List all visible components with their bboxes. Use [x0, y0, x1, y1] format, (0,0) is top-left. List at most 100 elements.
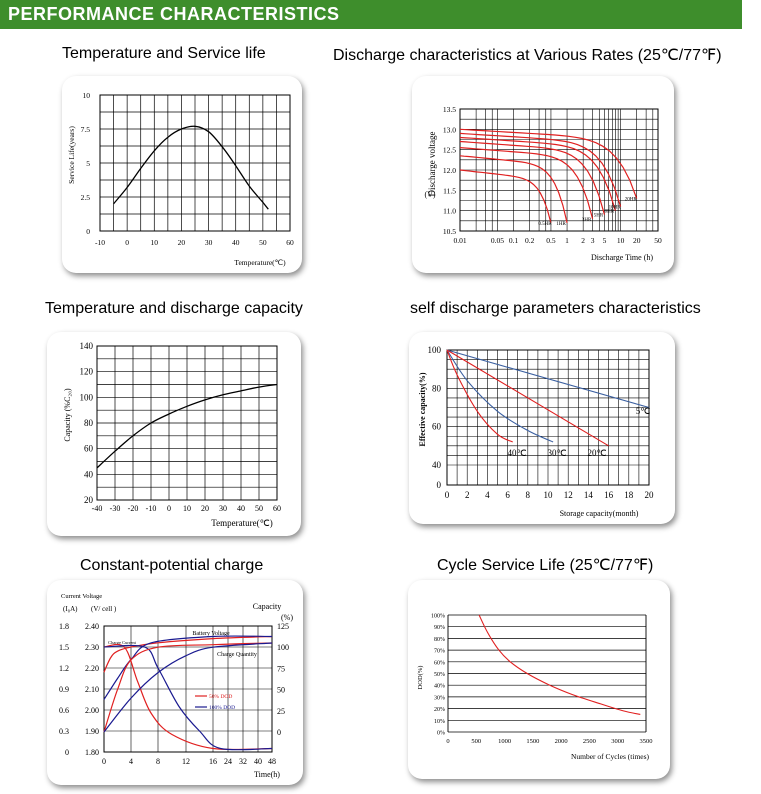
- x-tick-label: 6: [505, 490, 510, 500]
- y-tick-label: 0: [437, 480, 442, 490]
- chart-title-self-discharge: self discharge parameters characteristic…: [410, 300, 701, 317]
- x-tick-label: 4: [129, 757, 133, 766]
- series-line-3hr: [459, 147, 594, 219]
- series-line-8hr: [459, 136, 616, 211]
- x-tick-label: 10: [617, 236, 625, 245]
- y-tick-label: 20: [84, 495, 94, 505]
- x-tick-label: 10: [544, 490, 554, 500]
- y-tick-label: 60: [84, 444, 94, 454]
- y-tick-label: 40: [432, 460, 442, 470]
- series-line-0-5hr: [459, 169, 552, 224]
- y-tick-label-capacity: 125: [277, 622, 289, 631]
- x-tick-label: 50: [259, 238, 267, 247]
- y-axis-unit-voltage: (V/ cell ): [91, 605, 117, 613]
- self-discharge-chart: 0 2 4 6 8 10 12 14 16 18 20 0 40 60 80 100 Effective cap…: [418, 345, 655, 518]
- chart-card-temp-service: -10 0 10 20 30 40 50 60 0 2.5 5 7.5 10 Service Life(y…: [62, 76, 302, 273]
- chart-card-discharge-rates: 0.01 0.05 0.1 0.2 0.5 1 2 3 5 10 20 50 10.5 11.0 11.5 1…: [412, 76, 674, 273]
- x-tick-label: 12: [564, 490, 573, 500]
- x-tick-label: 50: [654, 236, 662, 245]
- y-tick-label: 90%: [434, 625, 445, 631]
- series-line-20hr: [459, 128, 638, 199]
- x-tick-label: 0.5: [546, 236, 556, 245]
- y-axis-label-capacity: Capacity: [253, 602, 281, 611]
- x-tick-label: 20: [645, 490, 655, 500]
- y-axis-label: Effective capacity(%): [418, 372, 427, 446]
- series-line-30: [446, 349, 554, 443]
- x-tick-label: 16: [209, 757, 217, 766]
- y-tick-label-voltage: 2.00: [85, 706, 99, 715]
- x-tick-label: 30: [219, 504, 227, 513]
- y-tick-label: 11.0: [443, 207, 456, 216]
- y-tick-label: 120: [80, 367, 94, 377]
- chart-card-self-discharge: 0 2 4 6 8 10 12 14 16 18 20 0 40 60 80 100 Effective cap…: [409, 332, 675, 524]
- y-tick-label: 0: [86, 227, 90, 236]
- x-tick-label: 1500: [526, 738, 539, 745]
- constant-charge-chart: 0 4 8 12 16 24 32 40 4800.30.60.91.21.51.81.801.…: [59, 593, 293, 779]
- y-tick-label-capacity: 50: [277, 686, 285, 695]
- series-line-service-life: [113, 125, 269, 210]
- series-line-capacity: [96, 383, 278, 469]
- x-tick-label: -20: [128, 504, 139, 513]
- chart-title-temp-capacity: Temperature and discharge capacity: [45, 300, 303, 317]
- y-tick-label: 12.5: [443, 146, 456, 155]
- y-tick-label: 100%: [431, 614, 445, 620]
- chart-title-discharge-rates: Discharge characteristics at Various Rat…: [333, 47, 722, 64]
- label-charge-quantity: Charge Quantity: [217, 652, 257, 658]
- x-tick-label: 20: [178, 238, 186, 247]
- y-tick-label: 7.5: [81, 125, 91, 134]
- x-tick-label: 40: [254, 757, 262, 766]
- plot-frame: [99, 94, 291, 232]
- y-axis-label: Discharge voltage: [427, 131, 437, 196]
- x-tick-label: 30: [205, 238, 213, 247]
- y-tick-label: 11.5: [443, 186, 456, 195]
- y-tick-label-current: 1.5: [59, 643, 69, 652]
- y-axis-label-current: Current Voltage: [61, 593, 102, 600]
- series-label-0-5hr: 0.5HR: [538, 222, 552, 227]
- x-tick-label: 40: [237, 504, 245, 513]
- series-label-5hr: 5HR: [594, 214, 604, 219]
- x-tick-label: 10: [183, 504, 191, 513]
- x-tick-label: 14: [584, 490, 594, 500]
- x-tick-label: 2500: [583, 738, 596, 745]
- label-battery-voltage: Battery Voltage: [192, 631, 230, 637]
- x-tick-label: 32: [239, 757, 247, 766]
- x-tick-label: 2: [465, 490, 470, 500]
- series-line-5hr: [459, 140, 606, 215]
- chart-title-temp-service: Temperature and Service life: [62, 45, 266, 62]
- series-label-20hr: 20HR: [625, 197, 638, 202]
- x-tick-label: 20: [633, 236, 641, 245]
- x-tick-label: 20: [201, 504, 209, 513]
- x-tick-label: 48: [268, 757, 276, 766]
- chart-card-cycle-life: 0 500 1000 1500 2000 2500 3000 3500 0% 10% 20% 30% 4…: [408, 580, 670, 779]
- x-tick-label: 5: [603, 236, 607, 245]
- y-tick-label: 10: [83, 91, 91, 100]
- temp-capacity-chart: -40 -30 -20 -10 0 10 20 30 40 50 60 20 40 60 80 100 120 1…: [63, 341, 281, 528]
- x-axis-label: Temperature(℃): [211, 518, 272, 528]
- y-tick-label: 80: [432, 383, 442, 393]
- x-tick-label: 10: [151, 238, 159, 247]
- y-tick-label: 2.5: [81, 193, 91, 202]
- series-line-dod: [478, 614, 641, 715]
- series-line-battery-voltage-100: [103, 635, 273, 700]
- x-tick-label: 60: [273, 504, 281, 513]
- x-tick-label: 60: [286, 238, 294, 247]
- y-tick-label: 30%: [434, 695, 445, 701]
- x-tick-label: 50: [255, 504, 263, 513]
- series-label-3hr: 3HR: [582, 218, 592, 223]
- series-label-8hr: 8HR: [605, 210, 615, 215]
- y-tick-label: 50%: [434, 672, 445, 678]
- x-tick-label: -10: [95, 238, 105, 247]
- x-axis-label: Temperature(℃): [234, 258, 286, 267]
- y-tick-label: 40: [84, 469, 94, 479]
- series-line-5: [446, 349, 650, 409]
- x-tick-label: 40: [232, 238, 240, 247]
- x-tick-label: -40: [92, 504, 103, 513]
- page-title: PERFORMANCE CHARACTERISTICS: [8, 4, 340, 24]
- y-axis-unit-capacity: (%): [281, 613, 293, 622]
- y-tick-label-voltage: 2.40: [85, 622, 99, 631]
- series-label-40: 40℃: [507, 448, 526, 458]
- x-axis-label: Time(h): [254, 770, 280, 779]
- y-tick-label-current: 0: [65, 748, 69, 757]
- y-tick-label-capacity: 0: [277, 728, 281, 737]
- x-axis-label: Discharge Time (h): [591, 253, 653, 262]
